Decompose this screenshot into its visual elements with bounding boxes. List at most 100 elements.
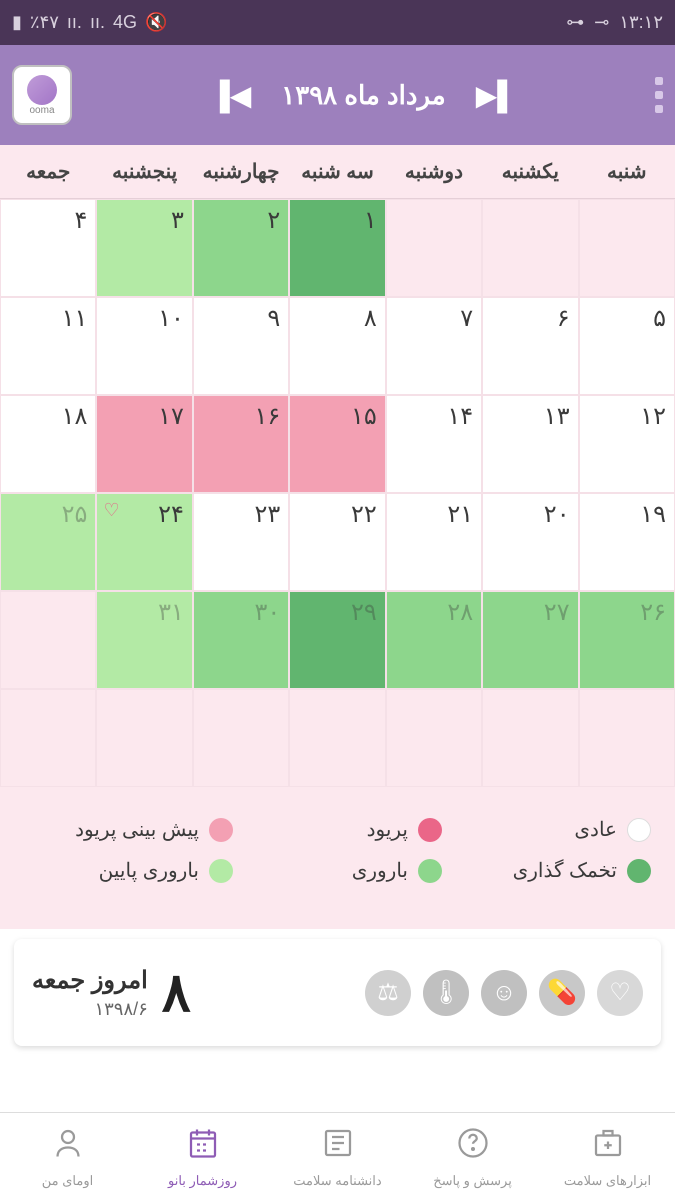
day-cell[interactable]: ۱۴: [386, 395, 482, 493]
mood-tracker-icon[interactable]: ☺: [481, 970, 527, 1016]
legend-label: عادی: [574, 817, 617, 842]
nav-item-profile[interactable]: اومای من: [0, 1113, 135, 1200]
bottom-navigation: ابزارهای سلامت پرسش و پاسخ دانشنامه سلامت ر…: [0, 1112, 675, 1200]
day-cell[interactable]: ۱۵: [289, 395, 385, 493]
day-cell: [386, 689, 482, 787]
day-cell[interactable]: ۲۱: [386, 493, 482, 591]
calendar-icon: [185, 1125, 221, 1169]
nav-item-calendar[interactable]: روزشمار بانو: [135, 1113, 270, 1200]
legend-swatch-ovulation: [627, 859, 651, 883]
today-title: امروز جمعه: [32, 966, 148, 995]
day-cell[interactable]: ۹: [193, 297, 289, 395]
key-icon: ⊸: [594, 12, 609, 33]
nav-label: ابزارهای سلامت: [564, 1173, 651, 1189]
legend-swatch-period: [418, 818, 442, 842]
today-card[interactable]: ♡ 💊 ☺ 🌡 ⚖ امروز جمعه ۱۳۹۸/۶ ۸: [14, 939, 661, 1046]
calendar: شنبهیکشنبهدوشنبهسه شنبهچهارشنبهپنجشنبهجم…: [0, 145, 675, 787]
today-date: ۱۳۹۸/۶: [32, 999, 148, 1020]
day-cell: [193, 689, 289, 787]
app-header: ooma ▐◀ مرداد ماه ۱۳۹۸ ▶▌: [0, 45, 675, 145]
network-text: 4G: [113, 12, 137, 33]
legend-swatch-fertile-low: [209, 859, 233, 883]
day-cell: [579, 199, 675, 297]
qa-icon: [455, 1125, 491, 1169]
day-cell[interactable]: ۵: [579, 297, 675, 395]
day-cell[interactable]: ۲۲: [289, 493, 385, 591]
day-cell[interactable]: ۳۰: [193, 591, 289, 689]
day-cell: [579, 689, 675, 787]
legend-swatch-fertile: [418, 859, 442, 883]
nav-item-encyclopedia[interactable]: دانشنامه سلامت: [270, 1113, 405, 1200]
nav-item-health-tools[interactable]: ابزارهای سلامت: [540, 1113, 675, 1200]
weekday-label: جمعه: [0, 145, 96, 198]
day-cell[interactable]: ۲: [193, 199, 289, 297]
today-info: امروز جمعه ۱۳۹۸/۶ ۸: [32, 961, 191, 1024]
weekday-label: شنبه: [579, 145, 675, 198]
health-tools-icon: [590, 1125, 626, 1169]
day-cell[interactable]: ۶: [482, 297, 578, 395]
day-cell[interactable]: ۲۵: [0, 493, 96, 591]
nav-item-qa[interactable]: پرسش و پاسخ: [405, 1113, 540, 1200]
menu-button[interactable]: [655, 77, 663, 113]
weekday-label: دوشنبه: [386, 145, 482, 198]
day-cell[interactable]: ۳۱: [96, 591, 192, 689]
legend-label: پریود: [367, 817, 408, 842]
day-cell[interactable]: ۱۸: [0, 395, 96, 493]
day-cell[interactable]: ۱۹: [579, 493, 675, 591]
prev-month-button[interactable]: ▐◀: [210, 79, 251, 112]
encyclopedia-icon: [320, 1125, 356, 1169]
legend-swatch-period-predict: [209, 818, 233, 842]
day-cell[interactable]: ۲۸: [386, 591, 482, 689]
nav-label: اومای من: [42, 1173, 93, 1189]
day-cell[interactable]: ۲۶: [579, 591, 675, 689]
day-cell[interactable]: ۳: [96, 199, 192, 297]
day-cell: [0, 591, 96, 689]
weekday-label: سه شنبه: [289, 145, 385, 198]
legend-period-predict: پیش بینی پریود: [24, 817, 233, 842]
month-navigation: ▐◀ مرداد ماه ۱۳۹۸ ▶▌: [72, 79, 655, 112]
pill-tracker-icon[interactable]: 💊: [539, 970, 585, 1016]
day-cell[interactable]: ۱۷: [96, 395, 192, 493]
nav-label: دانشنامه سلامت: [293, 1173, 381, 1189]
nav-label: پرسش و پاسخ: [433, 1173, 512, 1189]
day-cell: [0, 689, 96, 787]
day-cell[interactable]: ۱۶: [193, 395, 289, 493]
day-cell[interactable]: ۷: [386, 297, 482, 395]
day-cell[interactable]: ۲۳: [193, 493, 289, 591]
day-cell[interactable]: ۸: [289, 297, 385, 395]
legend-period: پریود: [233, 817, 442, 842]
legend: عادی پریود پیش بینی پریود تخمک گذاری بار…: [0, 787, 675, 929]
temperature-tracker-icon[interactable]: 🌡: [423, 970, 469, 1016]
signal-icon: ıı.: [67, 12, 82, 33]
day-cell[interactable]: ۲۰: [482, 493, 578, 591]
day-cell: [482, 199, 578, 297]
day-cell[interactable]: ۱: [289, 199, 385, 297]
legend-fertile-low: باروری پایین: [24, 858, 233, 883]
weekday-label: یکشنبه: [482, 145, 578, 198]
signal2-icon: ıı.: [90, 12, 105, 33]
day-cell[interactable]: ۴: [0, 199, 96, 297]
day-cell: [482, 689, 578, 787]
legend-label: باروری پایین: [99, 858, 199, 883]
legend-ovulation: تخمک گذاری: [442, 858, 651, 883]
today-trackers: ♡ 💊 ☺ 🌡 ⚖: [365, 970, 643, 1016]
nav-label: روزشمار بانو: [168, 1173, 237, 1189]
day-cell[interactable]: ۱۲: [579, 395, 675, 493]
day-cell[interactable]: ۱۳: [482, 395, 578, 493]
day-cell[interactable]: ۲۷: [482, 591, 578, 689]
day-cell[interactable]: ۲۴♡: [96, 493, 192, 591]
month-title: مرداد ماه ۱۳۹۸: [281, 80, 445, 111]
status-left: ▮ ٪۴۷ ıı. ıı. 4G 🔇: [12, 12, 167, 33]
day-cell[interactable]: ۱۱: [0, 297, 96, 395]
weekday-label: چهارشنبه: [193, 145, 289, 198]
day-cell[interactable]: ۱۰: [96, 297, 192, 395]
battery-text: ٪۴۷: [30, 12, 59, 33]
heart-tracker-icon[interactable]: ♡: [597, 970, 643, 1016]
weight-tracker-icon[interactable]: ⚖: [365, 970, 411, 1016]
vpn-icon: ⊶: [566, 12, 584, 33]
next-month-button[interactable]: ▶▌: [476, 79, 517, 112]
day-cell[interactable]: ۲۹: [289, 591, 385, 689]
app-logo[interactable]: ooma: [12, 65, 72, 125]
legend-label: تخمک گذاری: [513, 858, 617, 883]
logo-icon: [27, 75, 57, 105]
